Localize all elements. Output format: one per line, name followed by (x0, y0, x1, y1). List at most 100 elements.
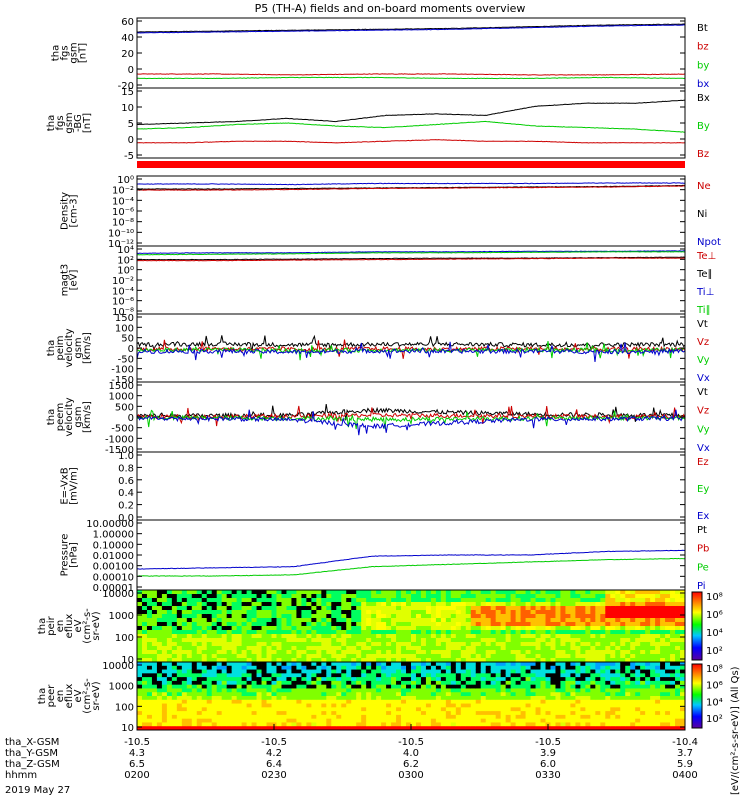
spectrogram-cell (625, 634, 631, 639)
spectrogram-cell (271, 714, 277, 720)
spectrogram-cell (610, 626, 616, 631)
spectrogram-cell (580, 722, 586, 727)
spectrogram-cell (286, 673, 292, 678)
spectrogram-cell (595, 638, 601, 643)
spectrogram-cell (445, 658, 452, 663)
spectrogram-cell (411, 688, 417, 693)
spectrogram-cell (460, 590, 467, 595)
spectrogram-cell (495, 602, 502, 607)
spectrogram-cell (211, 598, 218, 603)
spectrogram-cell (351, 654, 357, 659)
spectrogram-cell (535, 718, 541, 723)
spectrogram-cell (296, 722, 302, 727)
spectrogram-cell (470, 658, 477, 663)
spectrogram-cell (500, 646, 507, 651)
spectrogram-cell (565, 622, 571, 627)
spectrogram-cell (590, 711, 596, 716)
y-tick-label: 0 (128, 344, 134, 355)
spectrogram-cell (535, 669, 541, 674)
spectrogram-cell (565, 610, 571, 615)
spectrogram-cell (465, 673, 472, 678)
spectrogram-cell (555, 669, 561, 674)
spectrogram-cell (321, 614, 327, 619)
spectrogram-cell (266, 692, 272, 697)
spectrogram-cell (530, 707, 536, 712)
y-tick-label: 1.00000 (93, 530, 134, 541)
spectrogram-cell (341, 718, 347, 723)
spectrogram-cell (276, 598, 282, 603)
spectrogram-cell (570, 714, 576, 720)
spectrogram-cell (171, 718, 178, 723)
spectrogram-cell (615, 699, 621, 704)
spectrogram-cell (460, 638, 467, 643)
spectrogram-cell (510, 718, 517, 723)
spectrogram-cell (510, 610, 517, 615)
spectrogram-cell (251, 673, 257, 678)
spectrogram-cell (465, 654, 472, 659)
spectrogram-cell (500, 610, 507, 615)
spectrogram-cell (635, 614, 641, 619)
spectrogram-cell (341, 673, 347, 678)
spectrogram-cell (321, 677, 327, 682)
spectrogram-cell (231, 673, 238, 678)
spectrogram-cell (201, 602, 208, 607)
spectrogram-cell (480, 650, 487, 655)
spectrogram-cell (450, 677, 457, 682)
spectrogram-cell (411, 665, 417, 670)
spectrogram-cell (425, 692, 432, 697)
spectrogram-cell (356, 722, 362, 727)
spectrogram-cell (311, 699, 317, 704)
spectrogram-cell (515, 692, 521, 697)
spectrogram-cell (391, 614, 397, 619)
spectrogram-cell (166, 684, 173, 689)
spectrogram-cell (231, 718, 238, 723)
spectrogram-cell (376, 654, 382, 659)
spectrogram-cell (361, 669, 367, 674)
spectrogram-cell (276, 610, 282, 615)
legend-entry: bx (697, 79, 709, 90)
spectrogram-cell (311, 692, 317, 697)
spectrogram-cell (665, 606, 671, 611)
spectrogram-cell (291, 630, 297, 635)
spectrogram-cell (186, 626, 193, 631)
spectrogram-cell (665, 614, 671, 619)
spectrogram-cell (301, 662, 307, 667)
spectrogram-cell (331, 654, 337, 659)
spectrogram-cell (465, 602, 472, 607)
spectrogram-cell (181, 688, 188, 693)
spectrogram-cell (550, 699, 556, 704)
spectrogram-cell (680, 703, 686, 708)
spectrogram-cell (341, 646, 347, 651)
spectrogram-cell (376, 626, 382, 631)
spectrogram-cell (590, 602, 596, 607)
spectrogram-cell (141, 718, 148, 723)
spectrogram-cell (331, 650, 337, 655)
spectrogram-cell (321, 665, 327, 670)
spectrogram-cell (445, 630, 452, 635)
spectrogram-cell (490, 718, 497, 723)
spectrogram-cell (470, 680, 477, 686)
spectrogram-cell (465, 622, 472, 627)
spectrogram-cell (266, 618, 272, 623)
spectrogram-cell (415, 677, 422, 682)
spectrogram-cell (425, 634, 432, 639)
spectrogram-cell (525, 688, 531, 693)
spectrogram-cell (261, 610, 267, 615)
spectrogram-cell (161, 642, 168, 647)
spectrogram-cell (256, 646, 262, 651)
spectrogram-cell (151, 634, 158, 639)
spectrogram-cell (550, 598, 556, 603)
spectrogram-cell (281, 598, 287, 603)
spectrogram-cell (660, 726, 666, 731)
spectrogram-cell (645, 606, 651, 611)
spectrogram-cell (376, 622, 382, 627)
spectrogram-cell (525, 665, 531, 670)
spectrogram-cell (505, 590, 512, 595)
spectrogram-cell (211, 610, 218, 615)
y-tick-label: 100 (115, 702, 134, 713)
spectrogram-cell (500, 606, 507, 611)
spectrogram-cell (351, 610, 357, 615)
spectrogram-cell (430, 696, 437, 701)
spectrogram-cell (306, 722, 312, 727)
spectrogram-cell (171, 696, 178, 701)
